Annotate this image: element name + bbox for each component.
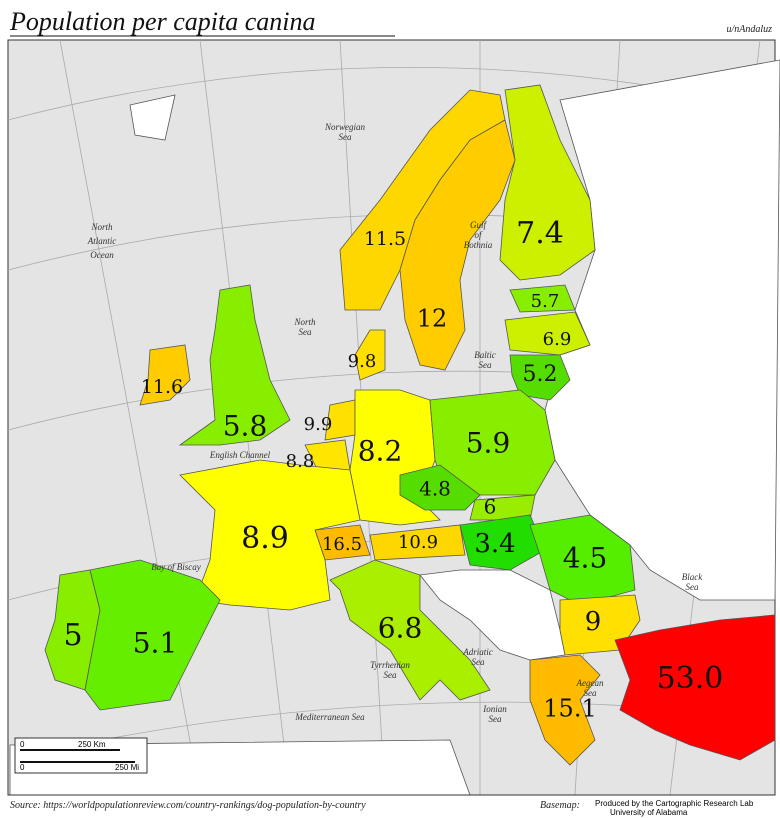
attribution: u/nAndaluz [726,24,772,35]
country-value: 9.9 [304,414,333,435]
country-value: 6.8 [378,612,423,645]
title: Population per capita canina [9,7,315,36]
sea-label: North [90,222,113,232]
sea-label: Atlantic [87,236,117,246]
sea-label: Gulf [470,220,488,230]
basemap-credit: University of Alabama [610,808,688,817]
scale-bar: 0 250 Km 0 250 Mi [14,737,148,774]
country [399,464,481,511]
country [329,559,491,701]
scale-label: 250 Mi [115,763,139,772]
country-value: 4.5 [563,542,608,575]
basemap-credit: Produced by the Cartographic Research La… [595,799,754,808]
country [369,524,466,561]
country [84,559,221,711]
basemap-label: Basemap: [540,800,580,811]
country-value: 5.8 [223,410,268,443]
country-value: 53.0 [657,661,724,696]
country-labels: 7.4 11.5 12 5.7 6.9 5.2 9.8 11.6 5.8 9.9 8.8 8.2 5.9… [63,216,723,723]
sea-label: Sea [584,688,597,698]
country-value: 16.5 [322,534,362,555]
country-value: 4.8 [419,477,451,501]
map: 7.4 11.5 12 5.7 6.9 5.2 9.8 11.6 5.8 9.9 8.8 8.2 5.9… [7,39,780,796]
country [614,614,776,761]
sea-label: Tyrrhenian [370,660,410,670]
country [504,311,591,356]
country-value: 6.9 [543,329,572,350]
sea-label: Bay of Biscay [151,562,200,572]
country-value: 6 [484,495,497,519]
country-value: 5.9 [466,427,511,460]
country [529,654,601,766]
sea-label: Norwegian [324,122,366,132]
country [509,284,576,313]
country [178,284,291,446]
sea-labels: NorwegianSeaNorthAtlanticOceanGulfofBoth… [87,122,703,724]
country-value: 5.1 [133,627,178,660]
country [499,84,596,281]
country-value: 15.1 [543,695,596,723]
sea-label: Sea [339,132,352,142]
country-value: 11.6 [141,376,183,398]
scale-label: 250 Km [78,740,106,749]
country [139,344,191,406]
country-value: 12 [417,305,448,333]
country [354,329,386,381]
country-value: 8.2 [358,435,403,468]
sea-label: Ionian [482,704,507,714]
country-value: 8.8 [286,451,315,472]
country-value: 8.9 [241,521,289,556]
country-value: 5.2 [523,362,558,387]
sea-label: Sea [472,657,485,667]
sea-label: Sea [489,714,502,724]
sea-label: Bothnia [464,240,493,250]
country [459,514,546,571]
sea-label: Sea [686,582,699,592]
sea-label: Adriatic [462,647,493,657]
country-value: 9.8 [348,351,377,372]
country-value: 11.5 [364,228,406,250]
country-value: 10.9 [398,532,438,553]
sea-label: Sea [479,360,492,370]
sea-label: Sea [384,670,397,680]
sea-label: Black [682,572,703,582]
source: Source: https://worldpopulationreview.co… [10,800,366,811]
country [399,119,516,371]
sea-label: of [474,230,483,240]
country-value: 5.7 [531,291,560,312]
country-value: 9 [585,607,602,637]
sea-label: Sea [299,327,312,337]
country [179,459,361,611]
country-value: 7.4 [516,216,564,251]
sea-label: Baltic [474,350,496,360]
country-value: 3.4 [474,529,515,559]
country [509,354,571,401]
sea-label: Aegean [576,678,604,688]
scale-label: 0 [20,763,25,772]
sea-label: English Channel [209,450,271,460]
scale-label: 0 [20,740,25,749]
sea-label: Mediterranean Sea [294,712,365,722]
sea-label: Ocean [90,250,114,260]
country-value: 5 [63,618,82,653]
countries [44,84,776,766]
sea-label: North [293,317,316,327]
